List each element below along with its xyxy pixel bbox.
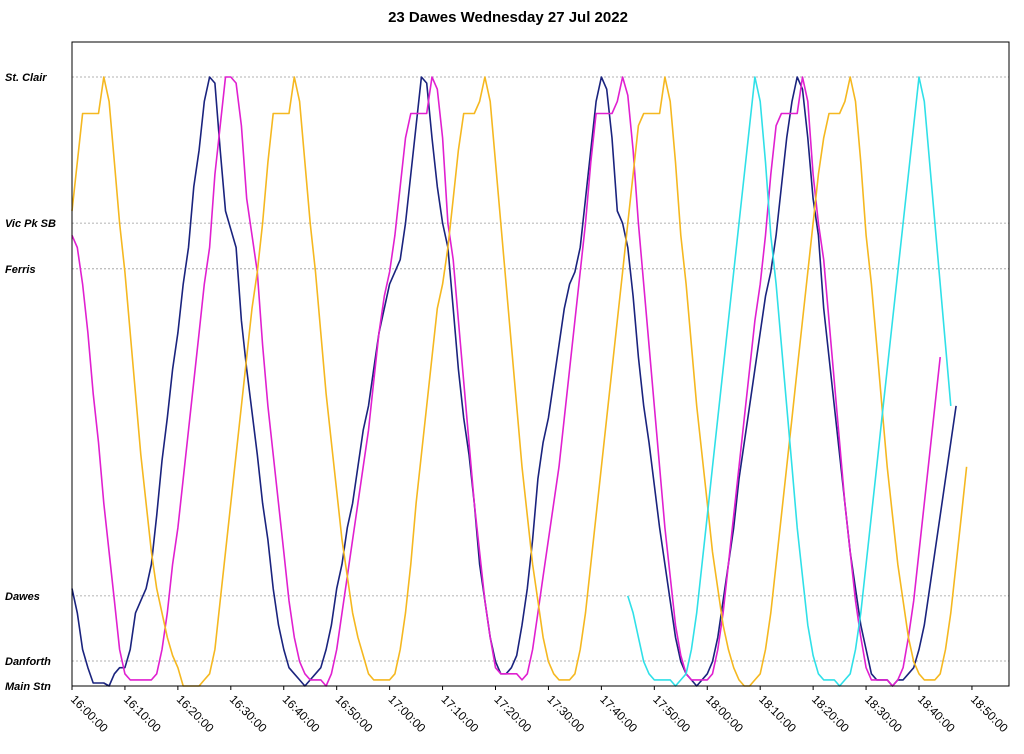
x-tick-label: 16:40:00 <box>280 692 323 735</box>
series-line-4 <box>627 76 952 687</box>
x-tick-label: 17:20:00 <box>491 692 534 735</box>
x-tick-label: 18:50:00 <box>968 692 1011 735</box>
stop-label-danforth: Danforth <box>5 656 51 668</box>
x-tick-label: 18:30:00 <box>862 692 905 735</box>
series-layer <box>71 76 968 687</box>
stop-label-vic-pk-sb: Vic Pk SB <box>5 218 56 230</box>
x-tick-label: 18:10:00 <box>756 692 799 735</box>
grid-layer <box>72 76 1009 662</box>
x-tick-label: 17:00:00 <box>386 692 429 735</box>
x-axis-ticks <box>71 686 973 690</box>
stop-label-st-clair: St. Clair <box>5 72 47 84</box>
x-tick-label: 16:10:00 <box>121 692 164 735</box>
stop-label-main-stn: Main Stn <box>5 681 51 693</box>
x-tick-label: 17:40:00 <box>597 692 640 735</box>
series-line-3 <box>71 76 968 687</box>
x-tick-label: 17:50:00 <box>650 692 693 735</box>
x-tick-label: 18:40:00 <box>915 692 958 735</box>
x-tick-label: 18:20:00 <box>809 692 852 735</box>
series-line-2 <box>71 76 941 687</box>
x-tick-label: 16:50:00 <box>333 692 376 735</box>
stop-labels: St. Clair Vic Pk SB Ferris Dawes Danforth Mai… <box>5 72 56 693</box>
x-tick-label: 18:00:00 <box>703 692 746 735</box>
x-axis-tick-labels: 16:00:00 16:10:00 16:20:00 16:30:00 16:40:00… <box>68 692 1011 735</box>
x-tick-label: 16:20:00 <box>174 692 217 735</box>
stop-label-dawes: Dawes <box>5 591 40 603</box>
stop-label-ferris: Ferris <box>5 264 36 276</box>
plot-frame <box>71 41 1010 687</box>
x-tick-label: 16:00:00 <box>68 692 111 735</box>
chart-title: 23 Dawes Wednesday 27 Jul 2022 <box>388 9 628 26</box>
x-tick-label: 17:10:00 <box>438 692 481 735</box>
x-tick-label: 16:30:00 <box>227 692 270 735</box>
series-line-1 <box>71 76 957 687</box>
x-tick-label: 17:30:00 <box>544 692 587 735</box>
